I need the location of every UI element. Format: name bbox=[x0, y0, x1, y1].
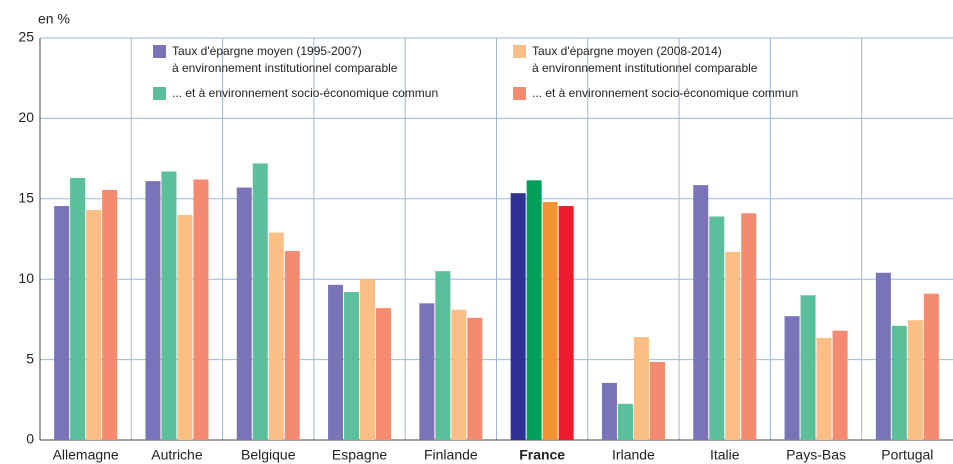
y-tick-label: 0 bbox=[26, 431, 34, 447]
legend-swatch bbox=[513, 45, 526, 58]
legend-label: Taux d'épargne moyen (1995-2007) à enviro… bbox=[172, 44, 398, 75]
legend-swatch bbox=[513, 87, 526, 100]
bar bbox=[510, 193, 526, 440]
bar bbox=[70, 177, 86, 440]
bar bbox=[435, 271, 451, 440]
legend-label: ... et à environnement socio-économique … bbox=[532, 86, 798, 100]
bar bbox=[236, 187, 252, 440]
bar bbox=[784, 316, 800, 440]
bar bbox=[923, 293, 939, 440]
x-tick-label: France bbox=[519, 447, 565, 463]
bar bbox=[526, 180, 542, 441]
bar bbox=[86, 210, 102, 440]
legend-swatch bbox=[153, 45, 166, 58]
bar bbox=[649, 362, 665, 440]
bar bbox=[328, 284, 344, 440]
x-tick-label: Italie bbox=[710, 447, 740, 463]
legend-label: ... et à environnement socio-économique … bbox=[172, 86, 438, 100]
bar bbox=[102, 189, 118, 440]
bar bbox=[558, 206, 574, 440]
y-tick-label: 25 bbox=[18, 29, 34, 45]
bar bbox=[875, 272, 891, 440]
x-tick-label: Allemagne bbox=[53, 447, 119, 463]
x-tick-label: Autriche bbox=[151, 447, 203, 463]
x-tick-label: Irlande bbox=[612, 447, 655, 463]
x-tick-label: Pays-Bas bbox=[786, 447, 846, 463]
bar bbox=[741, 213, 757, 440]
bar bbox=[467, 317, 483, 440]
bar bbox=[193, 179, 209, 440]
x-tick-label: Espagne bbox=[332, 447, 387, 463]
bar bbox=[709, 216, 725, 440]
legend-label: Taux d'épargne moyen (2008-2014) à enviro… bbox=[532, 44, 758, 75]
bar bbox=[832, 330, 848, 440]
bar bbox=[177, 214, 193, 440]
y-tick-label: 20 bbox=[18, 109, 34, 125]
bar bbox=[161, 171, 177, 441]
bar bbox=[344, 292, 360, 440]
y-unit: en % bbox=[38, 11, 70, 27]
bar bbox=[816, 337, 832, 440]
bar bbox=[693, 185, 709, 440]
bar bbox=[725, 251, 741, 440]
bar bbox=[252, 163, 268, 440]
bar bbox=[284, 251, 300, 440]
y-tick-label: 10 bbox=[18, 270, 34, 286]
y-tick-label: 5 bbox=[26, 350, 34, 366]
bar bbox=[268, 232, 284, 440]
legend-swatch bbox=[153, 87, 166, 100]
x-tick-label: Finlande bbox=[424, 447, 478, 463]
bar bbox=[145, 181, 161, 440]
bar bbox=[542, 202, 558, 440]
x-tick-label: Belgique bbox=[241, 447, 296, 463]
bar bbox=[601, 382, 617, 440]
bar bbox=[907, 320, 923, 440]
bar bbox=[376, 308, 392, 440]
bar bbox=[451, 309, 467, 440]
bar bbox=[617, 403, 633, 440]
bar bbox=[419, 303, 435, 440]
y-tick-label: 15 bbox=[18, 190, 34, 206]
bar bbox=[54, 206, 70, 440]
bar bbox=[360, 279, 376, 440]
bar bbox=[800, 295, 816, 440]
bar bbox=[633, 337, 649, 440]
x-tick-label: Portugal bbox=[881, 447, 933, 463]
bar bbox=[891, 325, 907, 440]
